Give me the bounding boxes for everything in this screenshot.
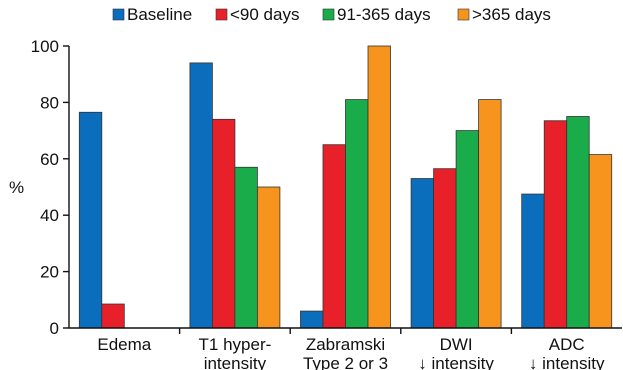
- bar-365-days: [478, 99, 502, 329]
- legend-swatch: [457, 8, 470, 21]
- bar-365-days: [588, 154, 613, 329]
- bar-91-365-days: [566, 116, 590, 329]
- x-category-label: intensity: [204, 354, 267, 370]
- bars: [78, 45, 613, 329]
- legend-swatch: [215, 8, 228, 21]
- x-category-label: ↓ intensity: [529, 354, 605, 370]
- legend: Baseline <90 days 91-365 days >365 days: [112, 5, 551, 24]
- bar-365-days: [367, 45, 391, 329]
- y-axis-label: %: [9, 178, 24, 197]
- x-category-label: T1 hyper-: [199, 335, 272, 354]
- bar-baseline: [189, 62, 213, 329]
- legend-label: <90 days: [230, 5, 299, 24]
- y-tick-label: 100: [31, 37, 59, 56]
- bar-91-365-days: [234, 166, 258, 329]
- y-tick-label: 20: [40, 263, 59, 282]
- bar-365-days: [256, 186, 281, 329]
- legend-label: 91-365 days: [337, 5, 431, 24]
- y-tick-label: 80: [40, 93, 59, 112]
- y-axis-ticks: 0 20 40 60 80 100: [31, 37, 69, 338]
- bar-90-days: [101, 303, 125, 329]
- bar-baseline: [78, 111, 103, 329]
- y-tick-label: 60: [40, 150, 59, 169]
- y-tick-label: 40: [40, 206, 59, 225]
- x-category-label: ADC: [549, 335, 585, 354]
- bar-90-days: [543, 120, 568, 329]
- bar-90-days: [433, 168, 457, 329]
- x-category-label: Edema: [97, 335, 151, 354]
- x-category-label: Type 2 or 3: [303, 354, 388, 370]
- bar-baseline: [300, 310, 324, 329]
- legend-label: Baseline: [127, 5, 192, 24]
- legend-label: >365 days: [472, 5, 551, 24]
- y-tick-label: 0: [50, 319, 59, 338]
- x-category-label: DWI: [440, 335, 473, 354]
- bar-91-365-days: [345, 99, 369, 329]
- x-category-label: Zabramski: [306, 335, 385, 354]
- x-category-label: ↓ intensity: [418, 354, 494, 370]
- bar-baseline: [410, 178, 435, 329]
- legend-swatch: [112, 8, 125, 21]
- bar-90-days: [322, 144, 346, 329]
- bar-90-days: [211, 118, 236, 329]
- legend-swatch: [322, 8, 335, 21]
- bar-baseline: [521, 193, 545, 329]
- bar-91-365-days: [455, 130, 480, 329]
